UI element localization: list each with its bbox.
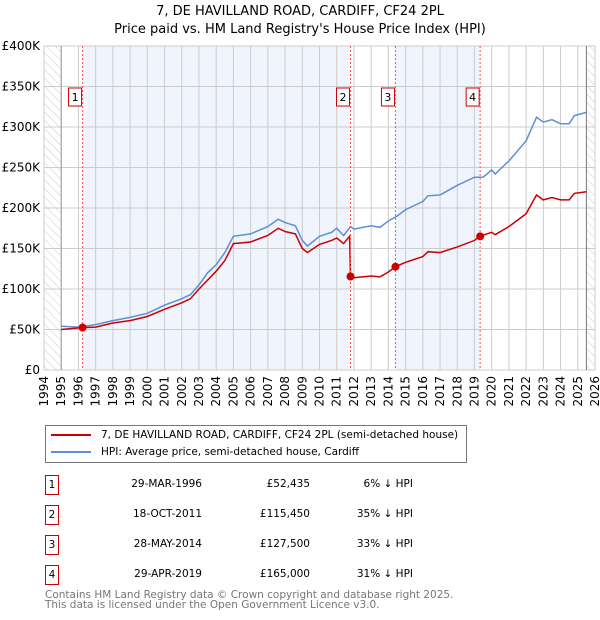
sale-row: 1 29-MAR-1996 £52,435 6% ↓ HPI	[45, 475, 413, 495]
x-tick-label: 2019	[467, 376, 481, 407]
x-tick-label: 2009	[295, 376, 309, 407]
sale-point	[476, 232, 485, 241]
legend-swatch	[51, 451, 91, 453]
footer: Contains HM Land Registry data © Crown c…	[45, 589, 454, 611]
x-tick-label: 2012	[347, 376, 361, 407]
x-tick-label: 1998	[106, 376, 120, 407]
x-tick-label: 2003	[192, 376, 206, 407]
y-tick-label: £350K	[2, 80, 42, 94]
y-tick-label: £200K	[2, 201, 42, 215]
sale-date: 28-MAY-2014	[133, 538, 202, 550]
y-tick-label: £250K	[2, 161, 42, 175]
sale-number: 3	[45, 535, 59, 555]
sale-point	[346, 272, 355, 281]
x-tick-label: 2024	[554, 376, 568, 407]
x-tick-label: 2020	[485, 376, 499, 407]
y-tick-label: £50K	[9, 323, 41, 337]
x-tick-label: 1997	[89, 376, 103, 407]
y-tick-label: £0	[25, 363, 40, 377]
sale-number: 1	[45, 475, 59, 495]
sale-hpi-diff: 31% ↓ HPI	[356, 568, 413, 580]
sale-hpi-diff: 33% ↓ HPI	[356, 538, 413, 550]
legend-label: 7, DE HAVILLAND ROAD, CARDIFF, CF24 2PL …	[101, 429, 459, 441]
sale-date: 29-APR-2019	[134, 568, 202, 580]
sale-label-box	[380, 87, 395, 107]
sale-label: 3	[384, 91, 391, 104]
x-tick-label: 2013	[364, 376, 378, 407]
x-tick-label: 2018	[450, 376, 464, 407]
x-tick-label: 2025	[571, 376, 585, 407]
sale-point	[391, 262, 400, 271]
sale-price: £127,500	[259, 538, 310, 550]
price-chart: 1 2 3 4 1994 1995 1996 1997 1998 1999 2000 2001 2002…	[2, 39, 600, 407]
x-tick-label: 2008	[278, 376, 292, 407]
x-tick-label: 1996	[71, 376, 85, 407]
x-tick-label: 2000	[140, 376, 154, 407]
sale-row: 2 18-OCT-2011 £115,450 35% ↓ HPI	[45, 505, 413, 525]
sale-price: £52,435	[266, 478, 310, 490]
x-tick-label: 2026	[588, 376, 600, 407]
sale-label: 2	[339, 91, 346, 104]
sale-label: 4	[469, 91, 476, 104]
sale-price: £115,450	[259, 508, 310, 520]
sale-hpi-diff: 6% ↓ HPI	[363, 478, 413, 490]
y-tick-label: £100K	[2, 282, 42, 296]
legend-item-hpi: HPI: Average price, semi-detached house,…	[51, 444, 359, 460]
sale-row: 4 29-APR-2019 £165,000 31% ↓ HPI	[45, 565, 413, 585]
x-tick-label: 2015	[399, 376, 413, 407]
x-tick-label: 2022	[519, 376, 533, 407]
sale-hpi-diff: 35% ↓ HPI	[356, 508, 413, 520]
x-tick-label: 1994	[37, 376, 51, 407]
x-tick-label: 2005	[226, 376, 240, 407]
x-tick-label: 2010	[313, 376, 327, 407]
property-price-line	[61, 191, 587, 331]
x-tick-label: 2001	[158, 376, 172, 407]
sale-date: 18-OCT-2011	[133, 508, 202, 520]
sale-label-box	[465, 87, 480, 107]
x-tick-label: 2002	[175, 376, 189, 407]
legend: 7, DE HAVILLAND ROAD, CARDIFF, CF24 2PL …	[45, 425, 467, 463]
sale-price: £165,000	[259, 568, 310, 580]
sale-label: 1	[72, 91, 79, 104]
sale-row: 3 28-MAY-2014 £127,500 33% ↓ HPI	[45, 535, 413, 555]
x-tick-label: 2007	[261, 376, 275, 407]
x-tick-label: 2011	[330, 376, 344, 407]
x-tick-label: 1995	[54, 376, 68, 407]
hpi-line	[61, 111, 587, 328]
x-tick-label: 2006	[244, 376, 258, 407]
sale-label-box	[335, 87, 350, 107]
legend-swatch	[51, 434, 91, 436]
legend-item-property: 7, DE HAVILLAND ROAD, CARDIFF, CF24 2PL …	[51, 427, 458, 443]
x-tick-label: 2023	[536, 376, 550, 407]
chart-title: 7, DE HAVILLAND ROAD, CARDIFF, CF24 2PL	[156, 4, 444, 19]
y-tick-label: £400K	[2, 39, 42, 53]
x-tick-label: 2017	[433, 376, 447, 407]
x-tick-label: 1999	[123, 376, 137, 407]
legend-label: HPI: Average price, semi-detached house,…	[101, 446, 359, 458]
x-tick-label: 2016	[416, 376, 430, 407]
chart-subtitle: Price paid vs. HM Land Registry's House …	[114, 22, 486, 37]
sale-date: 29-MAR-1996	[131, 478, 202, 490]
footer-copyright: Contains HM Land Registry data © Crown c…	[45, 589, 454, 601]
y-tick-label: £150K	[2, 242, 42, 256]
y-tick-label: £300K	[2, 120, 42, 134]
x-tick-label: 2004	[209, 376, 223, 407]
x-tick-label: 2014	[381, 376, 395, 407]
sale-number: 2	[45, 505, 59, 525]
x-tick-label: 2021	[502, 376, 516, 407]
sale-point	[78, 323, 87, 332]
sale-label-box	[68, 87, 83, 107]
sale-number: 4	[45, 565, 59, 585]
footer-licence: This data is licensed under the Open Gov…	[45, 599, 380, 611]
